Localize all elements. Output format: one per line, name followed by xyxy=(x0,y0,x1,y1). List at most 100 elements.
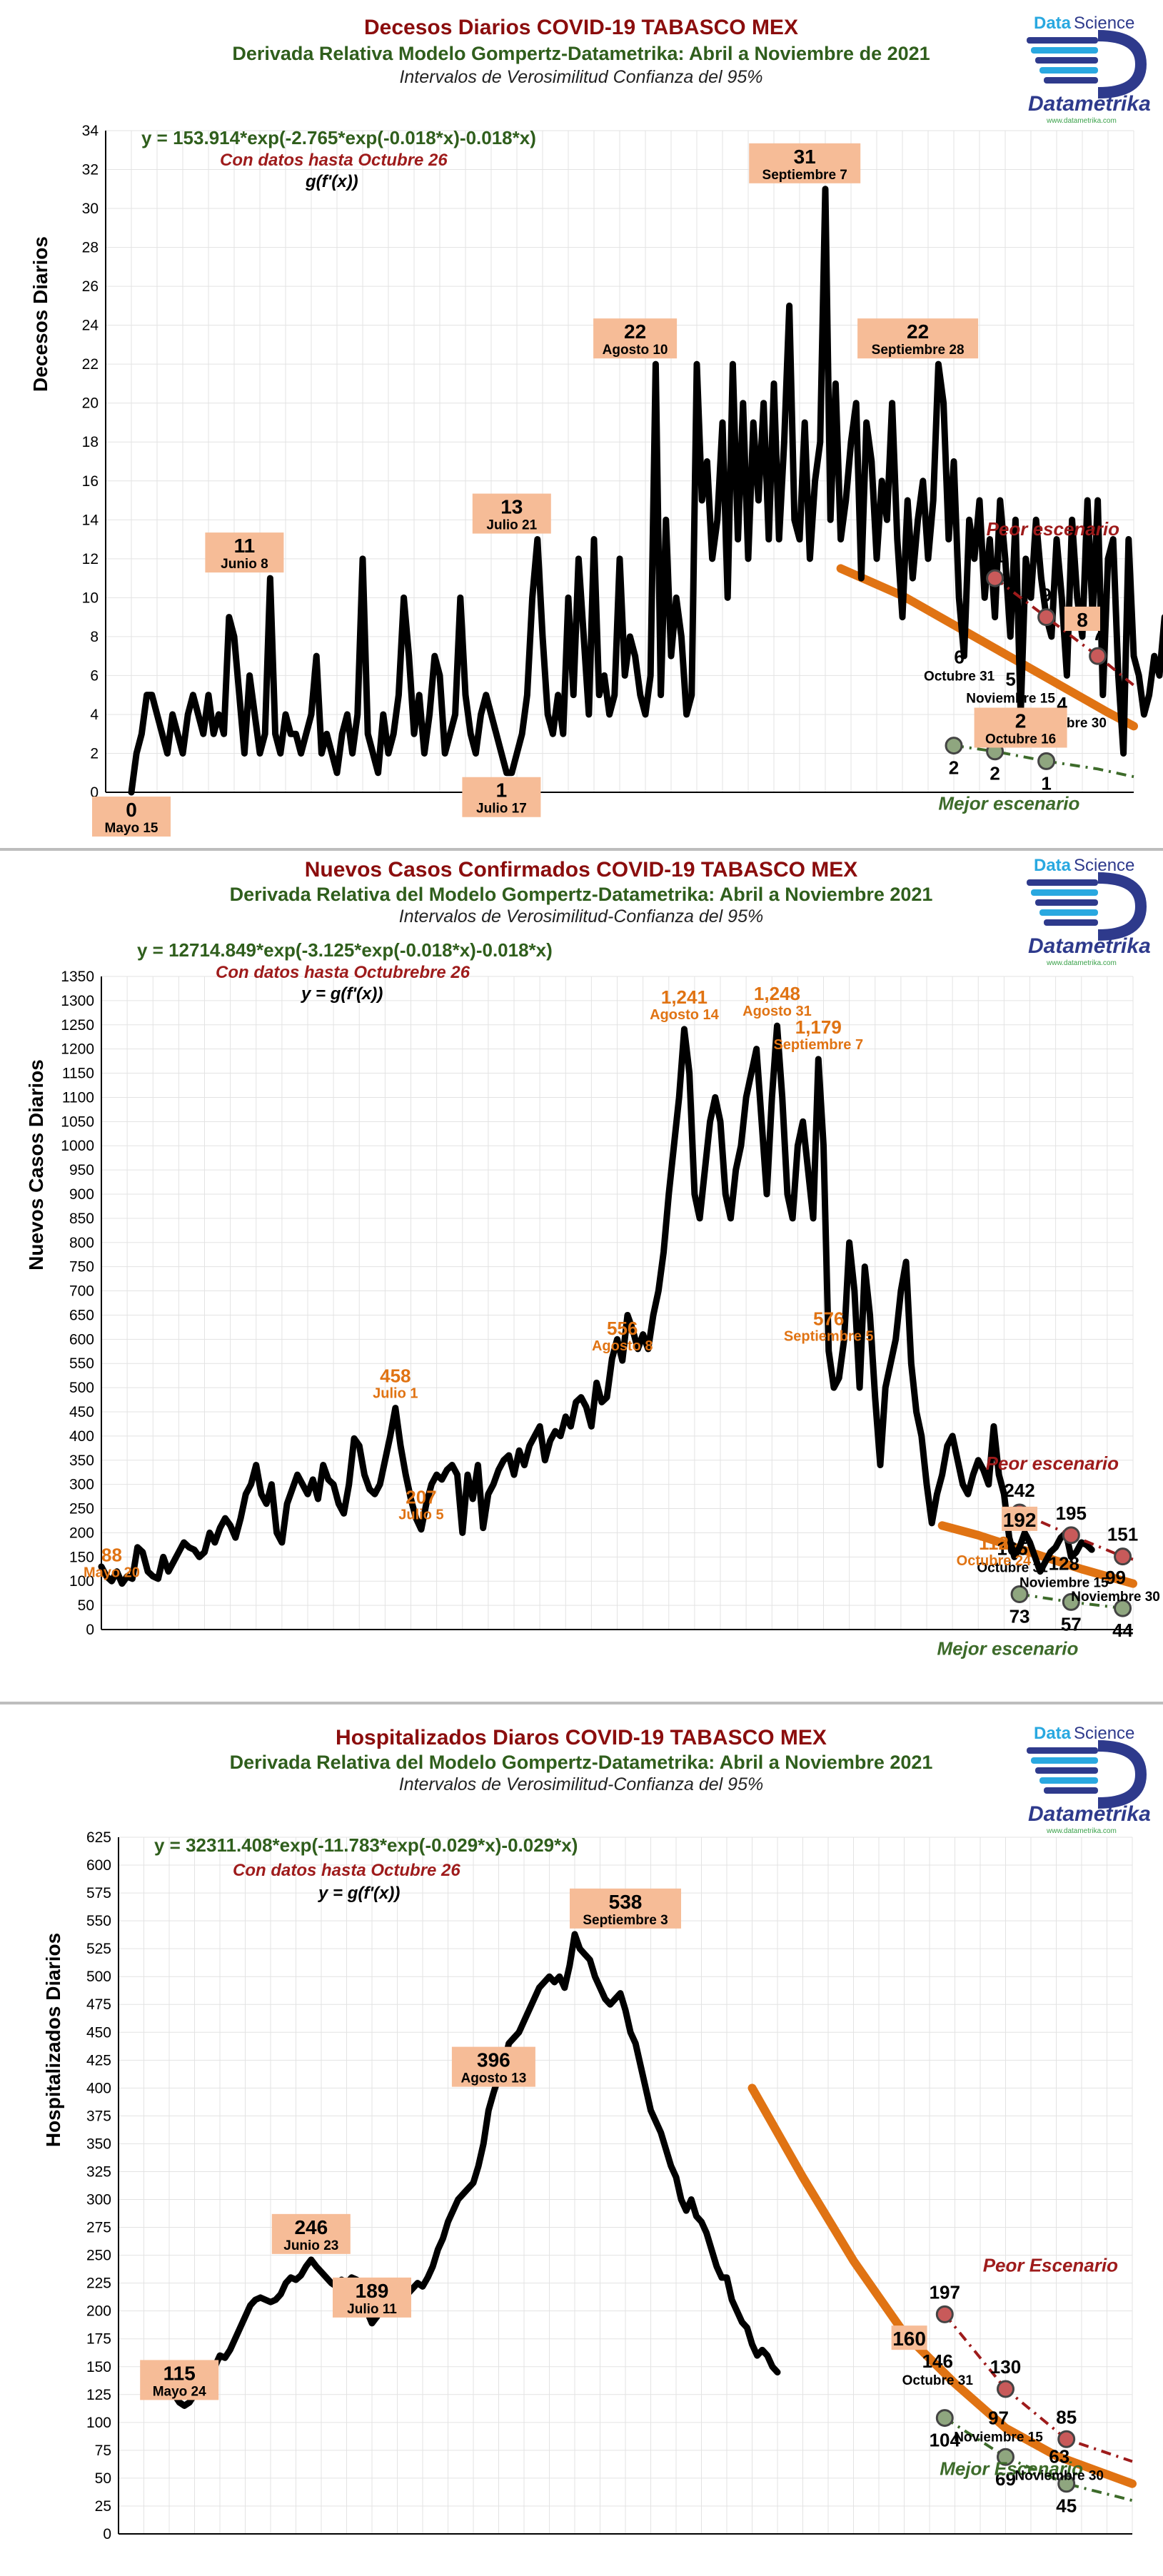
logo-stripe-icon xyxy=(1044,919,1098,926)
model-equation: y = 12714.849*exp(-3.125*exp(-0.018*x)-0… xyxy=(137,939,553,961)
logo-brand-name: Datametrika xyxy=(1028,92,1151,116)
logo-stripe-icon xyxy=(1031,889,1098,896)
datametrika-logo: Data Science Datametrikawww.datametrika.co… xyxy=(1027,1724,1151,1835)
annotation-value: 556 xyxy=(607,1318,638,1339)
y-axis-label: Nuevos Casos Diarios xyxy=(25,1059,47,1271)
annotation-date: Julio 1 xyxy=(373,1386,418,1402)
logo-url: www.datametrika.com xyxy=(1046,1827,1117,1835)
data-cutoff-note: Con datos hasta Octubre 26 xyxy=(220,151,448,170)
y-tick-label: 1350 xyxy=(61,969,94,985)
y-tick-label: 600 xyxy=(86,1857,111,1874)
y-tick-label: 100 xyxy=(86,2415,111,2431)
y-tick-label: 300 xyxy=(86,2192,111,2208)
model-equation: y = 153.914*exp(-2.765*exp(-0.018*x)-0.0… xyxy=(141,127,536,148)
annotation-date: Julio 21 xyxy=(486,518,537,533)
annotation-value: 576 xyxy=(813,1308,844,1330)
annotation-date: Octubre 24 xyxy=(957,1553,1032,1569)
y-tick-label: 18 xyxy=(82,434,99,450)
best-scenario-point xyxy=(1057,2475,1076,2493)
annotation-box xyxy=(472,493,551,534)
y-tick-label: 20 xyxy=(82,395,99,412)
annotation-value: 11 xyxy=(234,535,256,557)
projection-date-label: Octubre 31 xyxy=(902,2373,974,2388)
central-projection-label: 63 xyxy=(1049,2445,1069,2467)
chart-subtitle: Derivada Relativa del Modelo Gompertz-Da… xyxy=(230,1752,933,1773)
logo-stripe-icon xyxy=(1027,1747,1098,1754)
logo-stripe-icon xyxy=(1031,47,1098,54)
peak-annotation: 8 xyxy=(1064,606,1100,631)
y-tick-label: 0 xyxy=(86,1622,94,1638)
logo-stripe-icon xyxy=(1044,77,1098,84)
annotation-date: Mayo 24 xyxy=(153,2384,206,2399)
chart-subtitle: Derivada Relativa del Modelo Gompertz-Da… xyxy=(230,884,933,905)
y-tick-label: 50 xyxy=(95,2470,111,2487)
y-tick-label: 400 xyxy=(69,1428,94,1445)
projection-date-label: Noviembre 30 xyxy=(1015,2468,1104,2483)
hosp-panel: Hospitalizados Diaros COVID-19 TABASCO M… xyxy=(0,1704,1163,2572)
annotation-box xyxy=(92,797,171,837)
gompertz-fit-line xyxy=(747,2083,1137,2488)
deaths-chart: Decesos Diarios COVID-19 TABASCO MEX Deri… xyxy=(29,14,1163,837)
deaths-panel: Decesos Diarios COVID-19 TABASCO MEX Deri… xyxy=(0,0,1163,848)
y-tick-label: 350 xyxy=(86,2136,111,2152)
best-scenario-line xyxy=(1019,1592,1134,1612)
annotation-value: 22 xyxy=(624,320,646,343)
annotation-box xyxy=(333,2277,411,2318)
worst-scenario-label: Peor escenario xyxy=(986,1453,1119,1474)
worst-scenario-value-label: 85 xyxy=(1056,2406,1077,2428)
peak-annotation: 192 xyxy=(1002,1506,1038,1531)
gompertz-fit-line xyxy=(937,1521,1137,1588)
best-scenario-value-label: 2 xyxy=(990,763,1000,784)
annotation-box xyxy=(974,707,1067,748)
panel-divider-1 xyxy=(0,848,1163,851)
annotation-value: 31 xyxy=(794,146,816,168)
logo-stripe-icon xyxy=(1039,67,1098,74)
projection-date-label: Noviembre 15 xyxy=(954,2430,1043,2445)
y-tick-label: 8 xyxy=(90,629,99,645)
y-tick-label: 700 xyxy=(69,1283,94,1300)
logo-science-text: Science xyxy=(1074,856,1134,875)
worst-scenario-line xyxy=(943,2313,1133,2463)
chart-subtitle: Derivada Relativa Modelo Gompertz-Datame… xyxy=(232,43,930,64)
y-tick-label: 550 xyxy=(86,1913,111,1929)
annotation-date: Julio 5 xyxy=(398,1507,443,1523)
y-tick-label: 50 xyxy=(78,1597,94,1614)
worst-scenario-value-label: 197 xyxy=(930,2281,960,2303)
y-tick-label: 10 xyxy=(82,590,99,606)
annotation-box xyxy=(271,2213,351,2254)
annotation-date: Junio 8 xyxy=(221,557,268,572)
model-equation: y = 32311.408*exp(-11.783*exp(-0.029*x)-… xyxy=(154,1834,578,1856)
y-tick-label: 300 xyxy=(69,1477,94,1493)
annotation-box xyxy=(451,2046,535,2087)
best-scenario-label: Mejor escenario xyxy=(937,1638,1078,1660)
y-tick-label: 28 xyxy=(82,240,99,256)
y-tick-label: 1150 xyxy=(62,1066,94,1082)
annotation-value: 458 xyxy=(380,1365,411,1387)
y-tick-label: 4 xyxy=(90,707,99,723)
best-scenario-label: Mejor escenario xyxy=(938,793,1079,814)
best-scenario-value-label: 57 xyxy=(1061,1613,1082,1635)
annotation-value: 13 xyxy=(500,496,523,518)
annotation-box xyxy=(140,2360,219,2400)
cases-chart: Nuevos Casos Confirmados COVID-19 TABASC… xyxy=(25,856,1160,1660)
y-tick-label: 500 xyxy=(69,1380,94,1396)
logo-brand-name: Datametrika xyxy=(1028,1802,1151,1826)
annotation-box xyxy=(857,318,979,359)
best-scenario-value-label: 2 xyxy=(949,757,959,779)
annotation-date: Septiembre 28 xyxy=(872,343,965,358)
annotation-value: 8 xyxy=(1077,609,1088,631)
logo-stripe-icon xyxy=(1035,57,1098,64)
worst-scenario-label: Peor Escenario xyxy=(983,2254,1118,2276)
y-tick-label: 650 xyxy=(69,1307,94,1323)
y-tick-label: 200 xyxy=(86,2303,111,2320)
logo-stripe-icon xyxy=(1035,1767,1098,1774)
data-cutoff-note: Con datos hasta Octubrebre 26 xyxy=(216,963,470,982)
y-tick-label: 175 xyxy=(86,2331,111,2348)
